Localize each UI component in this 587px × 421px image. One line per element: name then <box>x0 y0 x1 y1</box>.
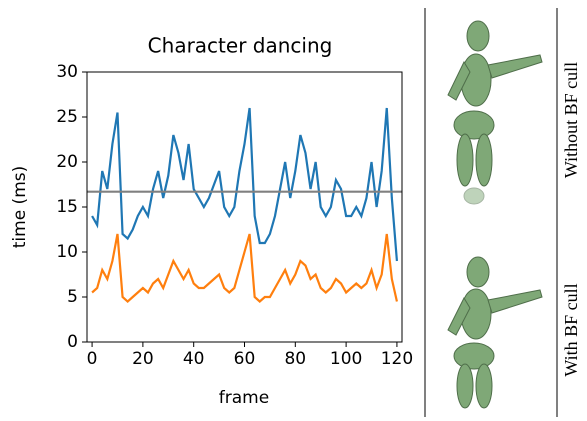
y-tick-label: 30 <box>56 62 78 82</box>
series-line <box>92 234 397 302</box>
y-tick-label: 20 <box>56 152 78 172</box>
character-top <box>448 21 542 204</box>
y-tick-label: 25 <box>56 107 78 127</box>
x-tick-label: 40 <box>183 349 205 369</box>
series-line <box>92 108 397 261</box>
x-tick-label: 0 <box>87 349 98 369</box>
character-bottom <box>448 257 542 408</box>
plot-frame <box>87 72 402 342</box>
y-tick-label: 5 <box>67 287 78 307</box>
x-tick-label: 60 <box>234 349 256 369</box>
side-label: Without BF cull <box>561 62 581 178</box>
y-tick-label: 15 <box>56 197 78 217</box>
y-axis-label: time (ms) <box>10 166 30 249</box>
side-label: With BF cull <box>561 283 581 376</box>
x-tick-label: 120 <box>381 349 413 369</box>
y-tick-label: 10 <box>56 242 78 262</box>
x-tick-label: 20 <box>132 349 154 369</box>
x-tick-label: 100 <box>330 349 362 369</box>
x-axis-label: frame <box>219 388 269 408</box>
y-tick-label: 0 <box>67 332 78 352</box>
figure: Character dancing frame time (ms) Withou… <box>0 0 587 417</box>
chart-title: Character dancing <box>148 34 333 58</box>
x-tick-label: 80 <box>284 349 306 369</box>
